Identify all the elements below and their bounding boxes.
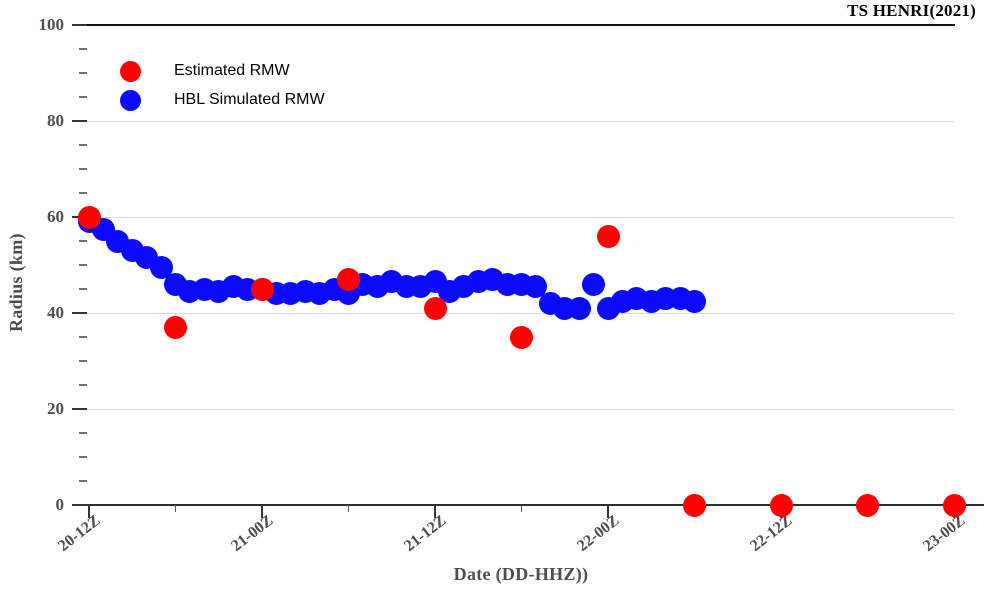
legend-item-hbl-simulated-rmw: HBL Simulated RMW: [120, 89, 325, 111]
x-axis-label: Date (DD-HHZ)): [453, 564, 589, 584]
x-tick-label-22-12Z: 22-12Z: [747, 512, 796, 555]
y-minor-tick-75: [79, 144, 87, 146]
data-point: [510, 325, 533, 349]
legend-label-hbl-simulated-rmw: HBL Simulated RMW: [174, 91, 325, 108]
y-minor-tick-70: [79, 168, 87, 170]
x-tick-label-21-00Z: 21-00Z: [228, 512, 277, 555]
data-point: [582, 272, 606, 296]
data-point: [524, 275, 548, 299]
data-point: [683, 289, 706, 313]
y-minor-tick-15: [79, 432, 87, 434]
y-minor-tick-55: [79, 240, 87, 242]
y-major-tick-40: [72, 312, 87, 314]
y-minor-tick-90: [79, 72, 87, 74]
plot-area: Estimated RMW HBL Simulated RMW: [77, 25, 966, 517]
chart-title: TS HENRI(2021): [847, 1, 976, 20]
y-tick-label-60: 60: [47, 207, 64, 226]
y-major-tick-100: [72, 24, 87, 26]
data-point: [423, 296, 447, 320]
x-minor-tick-h6: [174, 505, 177, 512]
y-minor-tick-95: [79, 48, 87, 50]
data-point: [942, 493, 966, 517]
y-minor-tick-10: [79, 456, 87, 458]
y-tick-label-40: 40: [47, 303, 64, 322]
y-major-tick-0: [72, 504, 87, 506]
y-tick-label-0: 0: [55, 495, 65, 514]
data-point: [856, 493, 879, 517]
data-point: [596, 224, 620, 248]
gridline-60: [87, 216, 955, 218]
data-point: [769, 493, 793, 517]
data-point: [567, 296, 591, 320]
top-spine: [87, 24, 955, 26]
estimated-rmw-marker-icon: [120, 60, 141, 82]
gridline-80: [87, 120, 955, 122]
y-major-tick-20: [72, 408, 87, 410]
data-point: [250, 277, 274, 301]
x-minor-tick-h30: [520, 505, 523, 512]
y-minor-tick-65: [79, 192, 87, 194]
y-minor-tick-35: [79, 336, 87, 338]
data-point: [337, 267, 360, 291]
x-minor-tick-h18: [347, 505, 350, 512]
y-minor-tick-45: [79, 288, 87, 290]
y-minor-tick-30: [79, 360, 87, 362]
y-tick-label-100: 100: [38, 15, 65, 34]
x-major-tick-22-00Z: [607, 505, 609, 518]
x-tick-label-20-12Z: 20-12Z: [55, 512, 104, 555]
gridline-20: [87, 408, 955, 410]
x-major-tick-21-00Z: [261, 505, 263, 518]
legend-item-estimated-rmw: Estimated RMW: [120, 60, 325, 82]
x-tick-label-23-00Z: 23-00Z: [920, 512, 969, 555]
data-point: [683, 493, 706, 517]
legend-label-estimated-rmw: Estimated RMW: [174, 62, 290, 79]
y-tick-label-80: 80: [47, 111, 64, 130]
y-major-tick-80: [72, 120, 87, 122]
y-minor-tick-85: [79, 96, 87, 98]
data-point: [77, 205, 101, 229]
data-point: [164, 315, 187, 339]
x-axis-line: [72, 504, 984, 506]
y-minor-tick-50: [79, 264, 87, 266]
y-minor-tick-5: [79, 480, 87, 482]
gridline-40: [87, 312, 955, 314]
x-major-tick-20-12Z: [88, 505, 90, 518]
data-point: [149, 255, 173, 279]
x-major-tick-21-12Z: [434, 505, 436, 518]
hbl-simulated-rmw-marker-icon: [120, 89, 141, 111]
y-minor-tick-25: [79, 384, 87, 386]
legend: Estimated RMW HBL Simulated RMW: [120, 60, 325, 118]
y-tick-label-20: 20: [47, 399, 64, 418]
